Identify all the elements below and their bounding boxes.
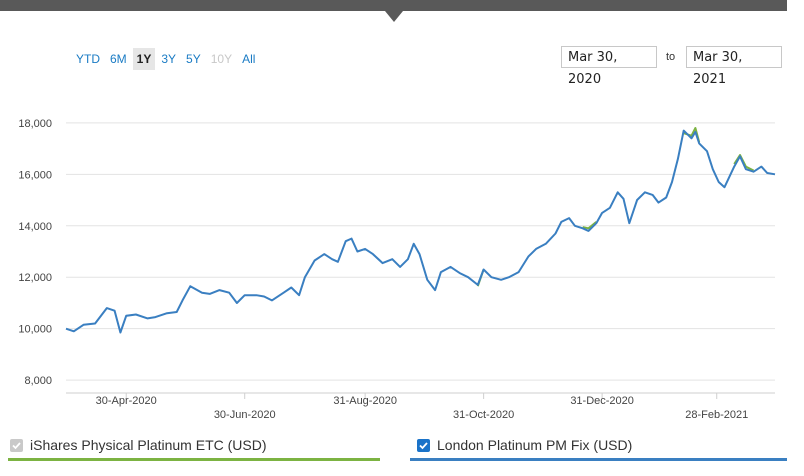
y-tick-label: 16,000 bbox=[18, 169, 52, 181]
legend-checkbox-ishares[interactable] bbox=[10, 438, 23, 452]
range-button-ytd[interactable]: YTD bbox=[76, 52, 100, 66]
range-selector: YTD 6M 1Y 3Y 5Y 10Y All bbox=[72, 48, 259, 70]
legend-underline-ishares bbox=[8, 458, 380, 461]
legend-item-london-fix[interactable]: London Platinum PM Fix (USD) bbox=[417, 435, 632, 455]
y-tick-label: 10,000 bbox=[18, 324, 52, 336]
y-tick-label: 18,000 bbox=[18, 118, 52, 130]
y-tick-label: 14,000 bbox=[18, 221, 52, 233]
y-tick-label: 12,000 bbox=[18, 272, 52, 284]
top-bar-notch bbox=[385, 11, 403, 22]
range-button-3y[interactable]: 3Y bbox=[161, 52, 177, 66]
range-button-6m[interactable]: 6M bbox=[110, 52, 127, 66]
chart-series bbox=[65, 127, 776, 334]
range-button-5y[interactable]: 5Y bbox=[186, 52, 201, 66]
x-tick-label: 30-Apr-2020 bbox=[96, 395, 157, 407]
series-line-london-fix bbox=[65, 129, 776, 334]
range-button-10y: 10Y bbox=[210, 52, 233, 66]
series-line-ishares bbox=[582, 221, 597, 230]
x-tick-label: 28-Feb-2021 bbox=[685, 409, 748, 421]
date-from-input[interactable]: Mar 30, 2020 bbox=[561, 46, 657, 87]
legend-underline-london-fix bbox=[410, 458, 787, 461]
range-button-1y[interactable]: 1Y bbox=[132, 48, 156, 70]
y-axis-ticks: 8,000 10,000 12,000 14,000 16,000 18,000 bbox=[18, 118, 52, 387]
x-tick-label: 30-Jun-2020 bbox=[214, 409, 276, 421]
x-tick-label: 31-Dec-2020 bbox=[570, 395, 634, 407]
x-tick-label: 31-Oct-2020 bbox=[453, 409, 514, 421]
legend-checkbox-london-fix[interactable] bbox=[417, 438, 430, 452]
y-tick-label: 8,000 bbox=[24, 375, 52, 387]
x-tick-label: 31-Aug-2020 bbox=[333, 395, 397, 407]
x-axis-ticks: 30-Apr-2020 30-Jun-2020 31-Aug-2020 31-Oct-… bbox=[66, 392, 775, 421]
date-to-input[interactable]: Mar 30, 2021 bbox=[686, 46, 782, 87]
top-bar bbox=[0, 0, 787, 11]
legend-item-ishares[interactable]: iShares Physical Platinum ETC (USD) bbox=[10, 435, 267, 455]
range-button-all[interactable]: All bbox=[242, 52, 256, 66]
legend-label-ishares: iShares Physical Platinum ETC (USD) bbox=[30, 437, 267, 453]
chart-grid bbox=[66, 122, 775, 381]
legend-label-london-fix: London Platinum PM Fix (USD) bbox=[437, 437, 633, 453]
date-range-to-label: to bbox=[666, 51, 676, 63]
